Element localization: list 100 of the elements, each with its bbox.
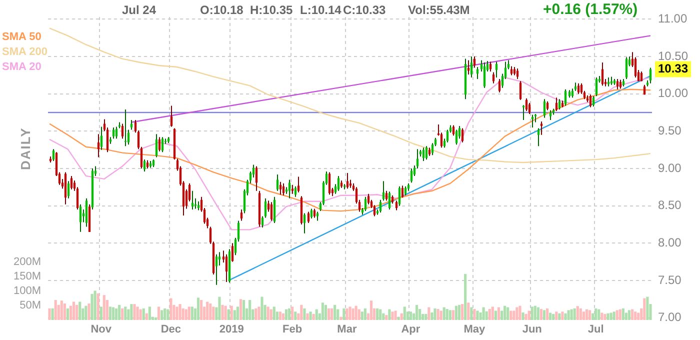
bar [291,306,294,320]
bar [542,310,546,320]
bar [376,308,379,320]
bar [78,302,82,320]
candlestick [303,212,306,234]
bar [397,316,400,320]
bar [464,274,467,320]
y-tick-label: 8.50 [658,198,682,212]
bar [76,304,78,320]
bar [494,310,497,320]
bar [634,312,637,320]
bar [133,304,136,320]
bar [278,312,282,320]
text: SMA 20 [2,60,42,75]
annotation: Vol:55.43M [408,3,470,17]
candlestick [555,97,558,112]
candlestick [549,110,552,120]
bar [270,309,272,320]
bar [594,308,598,320]
bar [610,312,612,320]
candlestick [297,176,300,193]
bar [646,296,649,320]
bar [48,308,51,320]
x-tick-label: May [464,324,486,336]
bar [112,307,115,320]
candlestick [483,62,486,88]
bar [160,310,164,320]
candlestick [143,159,146,172]
bar [115,308,118,320]
candlestick [310,208,313,220]
bar [430,312,434,320]
bar [491,306,494,320]
candlestick [288,179,291,199]
bar [630,309,634,320]
annotation: C:10.33 [343,3,386,17]
bar [321,302,324,320]
bar [306,313,309,320]
annotation: Jul 24 [122,3,156,17]
bar [470,307,473,320]
candlestick [470,56,473,78]
bar [446,308,448,320]
candlestick [97,134,100,158]
bar [102,295,106,320]
bar [84,306,88,320]
candlestick [364,196,367,212]
bar [303,308,306,320]
bar [157,306,160,320]
bar [534,306,536,320]
bar [458,304,461,320]
bar [69,306,72,320]
x-tick-label: Mar [337,324,358,336]
bar [200,300,203,320]
candlestick [170,105,173,128]
bar [364,308,366,320]
candlestick [519,80,522,100]
bar [233,310,236,320]
y-tick-label: 10.50 [658,48,688,63]
bar [504,306,506,320]
bar [218,296,221,320]
bar [248,300,252,320]
candlestick [410,168,413,184]
bar [461,304,464,320]
candlestick [367,193,370,205]
bar [467,302,470,320]
bar [540,308,543,320]
bar [454,306,458,320]
candlestick [52,148,55,162]
candlestick [307,211,310,224]
y2-tick-label: 50M [20,300,41,312]
bar [188,306,190,320]
bar [582,312,585,320]
x-tick-label: Dec [160,324,182,336]
y2-tick-label: 200M [13,256,41,268]
candlestick [294,186,297,198]
bar [552,314,555,320]
bar [624,312,628,320]
bar [154,317,158,320]
bar [324,304,328,320]
bar [555,312,558,320]
candlestick [264,198,267,218]
candlestick [382,180,385,202]
bar [440,310,442,320]
bar [348,306,352,320]
candlestick [215,254,218,286]
bar [190,306,194,320]
bar [436,308,440,320]
bar [567,310,570,320]
y2-tick-label: 150M [13,270,41,283]
bar [164,308,166,320]
x-tick-label: Apr [401,324,421,336]
candlestick [231,242,234,262]
bar [598,309,600,320]
bar [121,308,124,320]
bar [561,312,564,320]
candlestick [455,129,458,146]
x-tick-label: Jul [588,324,604,336]
bar [403,306,406,320]
bar [227,309,230,320]
series-label: SMA 200 [2,45,48,60]
candlestick [194,198,197,210]
